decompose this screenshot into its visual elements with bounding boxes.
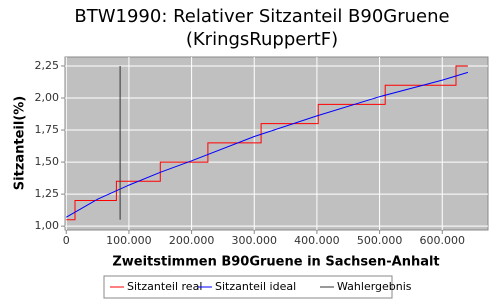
legend-label: Sitzanteil real xyxy=(127,280,202,293)
y-tick-label: 2,00 xyxy=(35,91,60,104)
legend-box xyxy=(103,275,393,299)
y-axis-label: Sitzanteil(%) xyxy=(13,96,28,190)
plot-area xyxy=(64,56,489,231)
x-tick-label: 0 xyxy=(63,234,70,247)
x-tick-label: 500.000 xyxy=(357,234,403,247)
series-line xyxy=(66,71,469,218)
x-axis-label: Zweitstimmen B90Gruene in Sachsen-Anhalt xyxy=(112,255,439,270)
x-tick-label: 100.000 xyxy=(106,234,152,247)
x-tick-label: 600.000 xyxy=(420,234,466,247)
series-line xyxy=(66,65,468,221)
chart-title: BTW1990: Relativer Sitzanteil B90Gruene xyxy=(74,6,449,27)
x-tick-label: 200.000 xyxy=(169,234,215,247)
chart-title: (KringsRuppertF) xyxy=(186,29,338,50)
x-tick-label: 300.000 xyxy=(232,234,278,247)
y-tick-label: 1,50 xyxy=(35,155,60,168)
x-tick-label: 400.000 xyxy=(294,234,340,247)
y-tick-label: 1,00 xyxy=(35,219,60,232)
legend-label: Sitzanteil ideal xyxy=(215,280,296,293)
y-tick-label: 1,75 xyxy=(35,123,60,136)
y-tick-label: 2,25 xyxy=(35,59,60,72)
y-tick-label: 1,25 xyxy=(35,187,60,200)
legend-label: Wahlergebnis xyxy=(337,280,412,293)
